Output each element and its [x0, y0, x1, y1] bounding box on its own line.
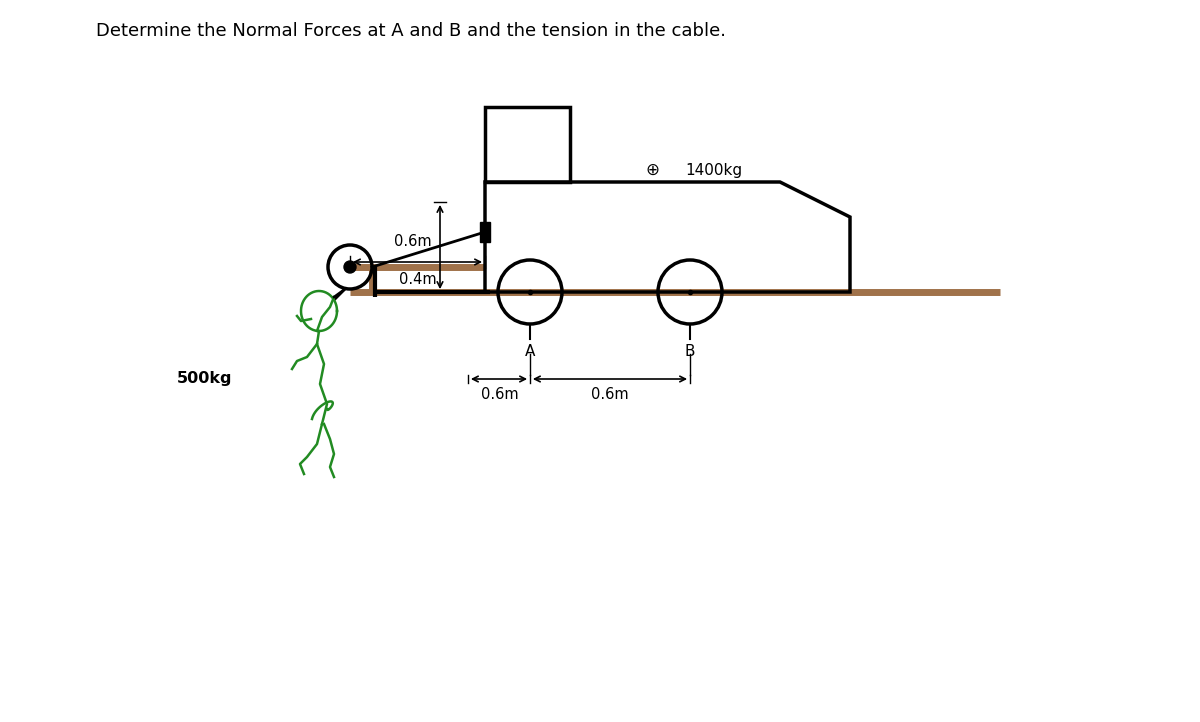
Text: B: B	[685, 344, 695, 359]
Bar	[480, 222, 490, 242]
Text: 0.6m: 0.6m	[481, 387, 518, 402]
Text: 0.4m: 0.4m	[398, 272, 437, 287]
Text: 1400kg: 1400kg	[685, 162, 742, 178]
Circle shape	[344, 261, 356, 273]
Text: A: A	[524, 344, 535, 359]
Text: Determine the Normal Forces at A and B and the tension in the cable.: Determine the Normal Forces at A and B a…	[96, 22, 726, 40]
Text: ⊕: ⊕	[646, 161, 659, 179]
Text: 0.6m: 0.6m	[592, 387, 629, 402]
Text: 500kg: 500kg	[176, 372, 232, 386]
Text: 0.6m: 0.6m	[395, 235, 432, 250]
